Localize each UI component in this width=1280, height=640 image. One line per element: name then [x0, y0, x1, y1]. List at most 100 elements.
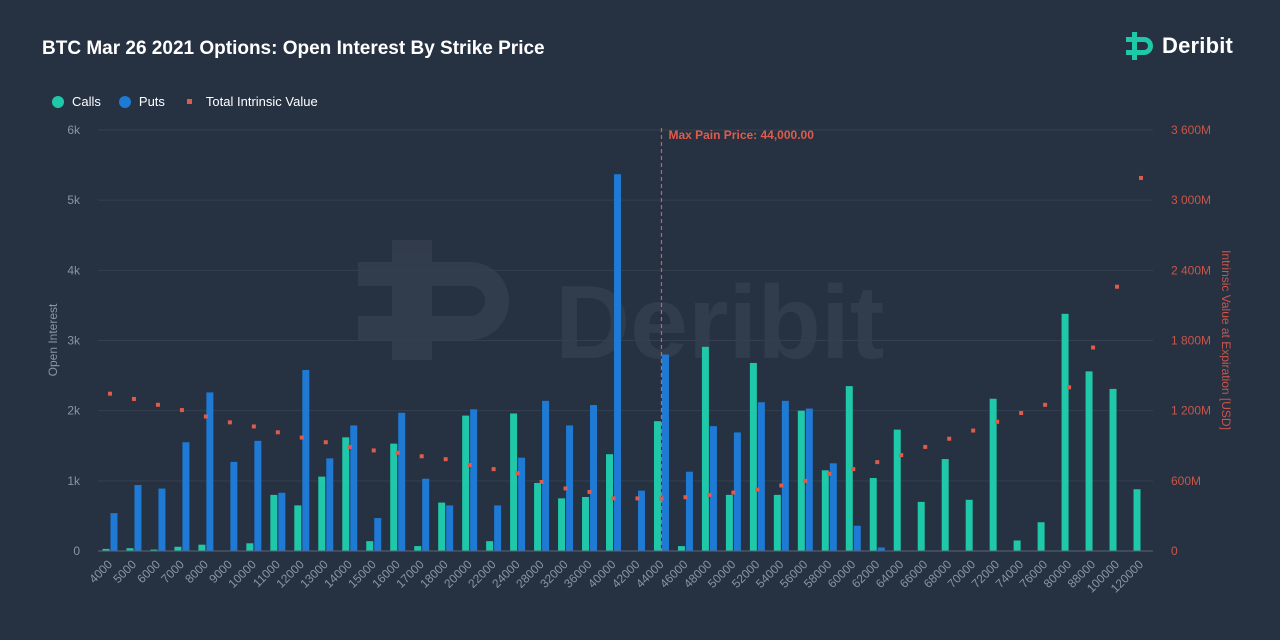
intrinsic-point-6000[interactable] [155, 402, 160, 407]
put-bar-4000[interactable] [110, 513, 118, 551]
put-bar-13000[interactable] [326, 458, 334, 551]
intrinsic-point-15000[interactable] [371, 448, 376, 453]
call-bar-7000[interactable] [174, 546, 182, 551]
put-bar-32000[interactable] [566, 425, 574, 551]
put-bar-22000[interactable] [494, 505, 502, 551]
call-bar-11000[interactable] [270, 494, 278, 551]
call-bar-44000[interactable] [653, 421, 661, 551]
intrinsic-point-54000[interactable] [779, 483, 784, 488]
intrinsic-point-7000[interactable] [179, 408, 184, 413]
call-bar-120000[interactable] [1133, 489, 1141, 551]
intrinsic-point-72000[interactable] [995, 419, 1000, 424]
intrinsic-point-17000[interactable] [419, 454, 424, 459]
intrinsic-point-88000[interactable] [1091, 345, 1096, 350]
put-bar-50000[interactable] [733, 432, 741, 551]
intrinsic-point-8000[interactable] [203, 414, 208, 419]
intrinsic-point-14000[interactable] [347, 444, 352, 449]
call-bar-16000[interactable] [390, 443, 398, 551]
put-bar-28000[interactable] [542, 400, 550, 551]
intrinsic-point-16000[interactable] [395, 450, 400, 455]
intrinsic-point-36000[interactable] [587, 489, 592, 494]
intrinsic-point-28000[interactable] [539, 480, 544, 485]
intrinsic-point-18000[interactable] [443, 457, 448, 462]
intrinsic-point-10000[interactable] [251, 424, 256, 429]
intrinsic-point-32000[interactable] [563, 486, 568, 491]
call-bar-54000[interactable] [773, 494, 781, 551]
intrinsic-point-42000[interactable] [635, 496, 640, 501]
intrinsic-point-4000[interactable] [107, 391, 112, 396]
intrinsic-point-58000[interactable] [827, 471, 832, 476]
put-bar-14000[interactable] [350, 425, 358, 551]
intrinsic-point-9000[interactable] [227, 420, 232, 425]
call-bar-72000[interactable] [989, 398, 997, 551]
call-bar-32000[interactable] [558, 498, 566, 551]
call-bar-14000[interactable] [342, 437, 350, 551]
intrinsic-point-100000[interactable] [1115, 284, 1120, 289]
call-bar-68000[interactable] [941, 459, 949, 551]
intrinsic-point-68000[interactable] [947, 436, 952, 441]
put-bar-10000[interactable] [254, 440, 262, 551]
intrinsic-point-66000[interactable] [923, 444, 928, 449]
call-bar-76000[interactable] [1037, 522, 1045, 551]
intrinsic-point-12000[interactable] [299, 435, 304, 440]
call-bar-50000[interactable] [725, 494, 733, 551]
call-bar-5000[interactable] [126, 548, 134, 551]
put-bar-8000[interactable] [206, 392, 214, 551]
call-bar-40000[interactable] [606, 454, 614, 551]
call-bar-12000[interactable] [294, 505, 302, 551]
call-bar-56000[interactable] [797, 410, 805, 551]
call-bar-20000[interactable] [462, 415, 470, 551]
intrinsic-point-52000[interactable] [755, 487, 760, 492]
legend-item-puts[interactable]: Puts [118, 94, 165, 109]
put-bar-6000[interactable] [158, 488, 166, 551]
intrinsic-point-44000[interactable] [659, 496, 664, 501]
put-bar-48000[interactable] [709, 426, 717, 551]
put-bar-12000[interactable] [302, 369, 310, 551]
call-bar-17000[interactable] [414, 546, 422, 551]
call-bar-80000[interactable] [1061, 313, 1069, 551]
intrinsic-point-120000[interactable] [1139, 175, 1144, 180]
intrinsic-point-80000[interactable] [1067, 385, 1072, 390]
call-bar-100000[interactable] [1109, 388, 1117, 551]
intrinsic-point-46000[interactable] [683, 495, 688, 500]
call-bar-4000[interactable] [102, 548, 110, 551]
call-bar-58000[interactable] [821, 470, 829, 551]
call-bar-64000[interactable] [893, 429, 901, 551]
put-bar-20000[interactable] [470, 409, 478, 551]
call-bar-74000[interactable] [1013, 540, 1021, 551]
call-bar-48000[interactable] [701, 346, 709, 551]
put-bar-7000[interactable] [182, 442, 190, 551]
put-bar-24000[interactable] [518, 457, 526, 551]
call-bar-62000[interactable] [869, 478, 877, 551]
call-bar-36000[interactable] [582, 496, 590, 551]
put-bar-18000[interactable] [446, 505, 454, 551]
call-bar-70000[interactable] [965, 499, 973, 551]
put-bar-54000[interactable] [781, 400, 789, 551]
call-bar-88000[interactable] [1085, 371, 1093, 551]
put-bar-58000[interactable] [829, 463, 837, 551]
intrinsic-point-60000[interactable] [851, 467, 856, 472]
put-bar-5000[interactable] [134, 485, 142, 551]
put-bar-11000[interactable] [278, 492, 286, 551]
intrinsic-point-50000[interactable] [731, 490, 736, 495]
intrinsic-point-70000[interactable] [971, 428, 976, 433]
put-bar-44000[interactable] [661, 354, 669, 551]
intrinsic-point-74000[interactable] [1019, 411, 1024, 416]
intrinsic-point-11000[interactable] [275, 430, 280, 435]
put-bar-62000[interactable] [877, 547, 885, 551]
intrinsic-point-5000[interactable] [131, 396, 136, 401]
intrinsic-point-64000[interactable] [899, 453, 904, 458]
put-bar-36000[interactable] [590, 405, 598, 551]
legend-item-calls[interactable]: Calls [52, 94, 101, 109]
call-bar-15000[interactable] [366, 541, 374, 551]
put-bar-52000[interactable] [757, 402, 765, 551]
call-bar-46000[interactable] [677, 546, 685, 551]
put-bar-17000[interactable] [422, 478, 430, 551]
call-bar-66000[interactable] [917, 501, 925, 551]
call-bar-22000[interactable] [486, 541, 494, 551]
call-bar-18000[interactable] [438, 502, 446, 551]
put-bar-60000[interactable] [853, 525, 861, 551]
call-bar-6000[interactable] [150, 549, 158, 551]
intrinsic-point-24000[interactable] [515, 471, 520, 476]
call-bar-24000[interactable] [510, 413, 518, 551]
